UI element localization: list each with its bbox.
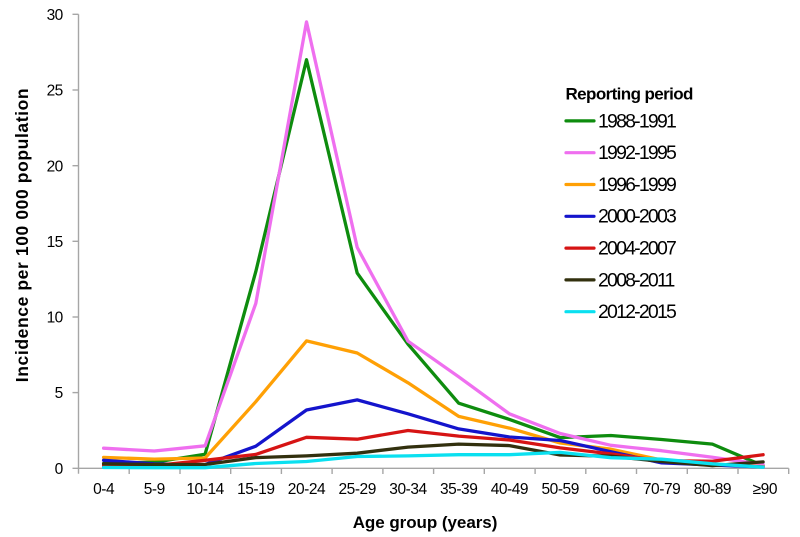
svg-text:80-89: 80-89 bbox=[694, 481, 731, 498]
svg-text:50-59: 50-59 bbox=[541, 481, 578, 498]
svg-text:15-19: 15-19 bbox=[237, 481, 274, 498]
svg-text:15: 15 bbox=[47, 234, 63, 251]
svg-text:10: 10 bbox=[47, 310, 64, 327]
svg-text:20: 20 bbox=[47, 158, 64, 175]
svg-text:40-49: 40-49 bbox=[491, 481, 528, 498]
svg-text:35-39: 35-39 bbox=[440, 481, 477, 498]
svg-text:2012-2015: 2012-2015 bbox=[598, 301, 677, 323]
svg-text:1996-1999: 1996-1999 bbox=[598, 174, 676, 196]
svg-text:60-69: 60-69 bbox=[592, 481, 629, 498]
svg-text:20-24: 20-24 bbox=[288, 481, 326, 498]
svg-text:Incidence per 100 000 populati: Incidence per 100 000 population bbox=[12, 88, 32, 382]
svg-text:25: 25 bbox=[47, 83, 63, 100]
svg-text:Reporting period: Reporting period bbox=[566, 85, 694, 104]
svg-text:2000-2003: 2000-2003 bbox=[598, 206, 676, 228]
svg-text:10-14: 10-14 bbox=[186, 481, 224, 498]
svg-text:70-79: 70-79 bbox=[643, 481, 680, 498]
svg-text:0-4: 0-4 bbox=[93, 481, 115, 498]
svg-text:30-34: 30-34 bbox=[389, 481, 427, 498]
svg-text:Age group (years): Age group (years) bbox=[353, 513, 498, 532]
svg-text:25-29: 25-29 bbox=[338, 481, 375, 498]
svg-text:0: 0 bbox=[55, 461, 64, 478]
svg-text:30: 30 bbox=[47, 7, 64, 24]
svg-text:2008-2011: 2008-2011 bbox=[598, 269, 675, 291]
svg-text:≥90: ≥90 bbox=[753, 481, 778, 498]
svg-text:1992-1995: 1992-1995 bbox=[598, 142, 677, 164]
svg-text:5: 5 bbox=[55, 385, 63, 402]
svg-text:2004-2007: 2004-2007 bbox=[598, 238, 676, 260]
svg-text:5-9: 5-9 bbox=[144, 481, 165, 498]
svg-text:1988-1991: 1988-1991 bbox=[598, 110, 676, 132]
